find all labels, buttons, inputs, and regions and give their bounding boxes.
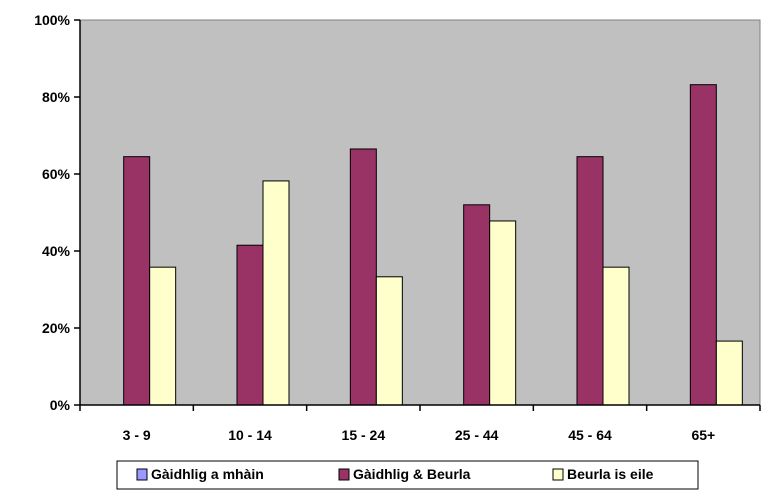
bar-3-5 (602, 266, 630, 406)
y-tick-label: 0% (50, 397, 71, 413)
bar-3-4 (489, 220, 517, 406)
legend-label-3: Beurla is eile (567, 466, 654, 482)
legend-swatch-1 (136, 468, 148, 481)
bar-2-6 (689, 84, 717, 406)
legend-label-1: Gàidhlig a mhàin (151, 466, 264, 482)
y-tick-label: 80% (42, 89, 71, 105)
legend: Gàidhlig a mhàin Gàidhlig & Beurla Beurla … (116, 460, 699, 490)
bar-3-2 (262, 180, 290, 406)
bars (123, 84, 743, 406)
plot-area (79, 19, 761, 406)
bar-2-4 (463, 204, 491, 406)
y-tick-label: 100% (34, 12, 70, 28)
bar-3-6 (715, 340, 743, 406)
y-tick-label: 40% (42, 243, 71, 259)
legend-items: Gàidhlig a mhàin Gàidhlig & Beurla Beurla … (136, 466, 654, 482)
x-tick-label: 15 - 24 (342, 427, 386, 443)
legend-swatch-3 (552, 468, 564, 481)
x-tick-label: 65+ (691, 427, 715, 443)
legend-swatch-2 (338, 468, 350, 481)
y-tick-label: 60% (42, 166, 71, 182)
bar-2-2 (236, 244, 264, 406)
bar-3-3 (375, 276, 403, 406)
bar-2-3 (349, 148, 377, 406)
y-tick-label: 20% (42, 320, 71, 336)
legend-label-2: Gàidhlig & Beurla (353, 466, 471, 482)
x-tick-label: 25 - 44 (455, 427, 499, 443)
x-axis-ticks: 3 - 9 10 - 14 15 - 24 25 - 44 45 - 64 65+ (79, 405, 761, 443)
x-tick-label: 3 - 9 (123, 427, 151, 443)
bar-2-5 (576, 156, 604, 406)
y-axis-ticks: 0% 20% 40% 60% 80% 100% (34, 12, 80, 413)
x-tick-label: 10 - 14 (228, 427, 272, 443)
bar-3-1 (149, 266, 177, 406)
bar-2-1 (123, 156, 151, 406)
legend-box (116, 460, 699, 490)
x-tick-label: 45 - 64 (568, 427, 612, 443)
